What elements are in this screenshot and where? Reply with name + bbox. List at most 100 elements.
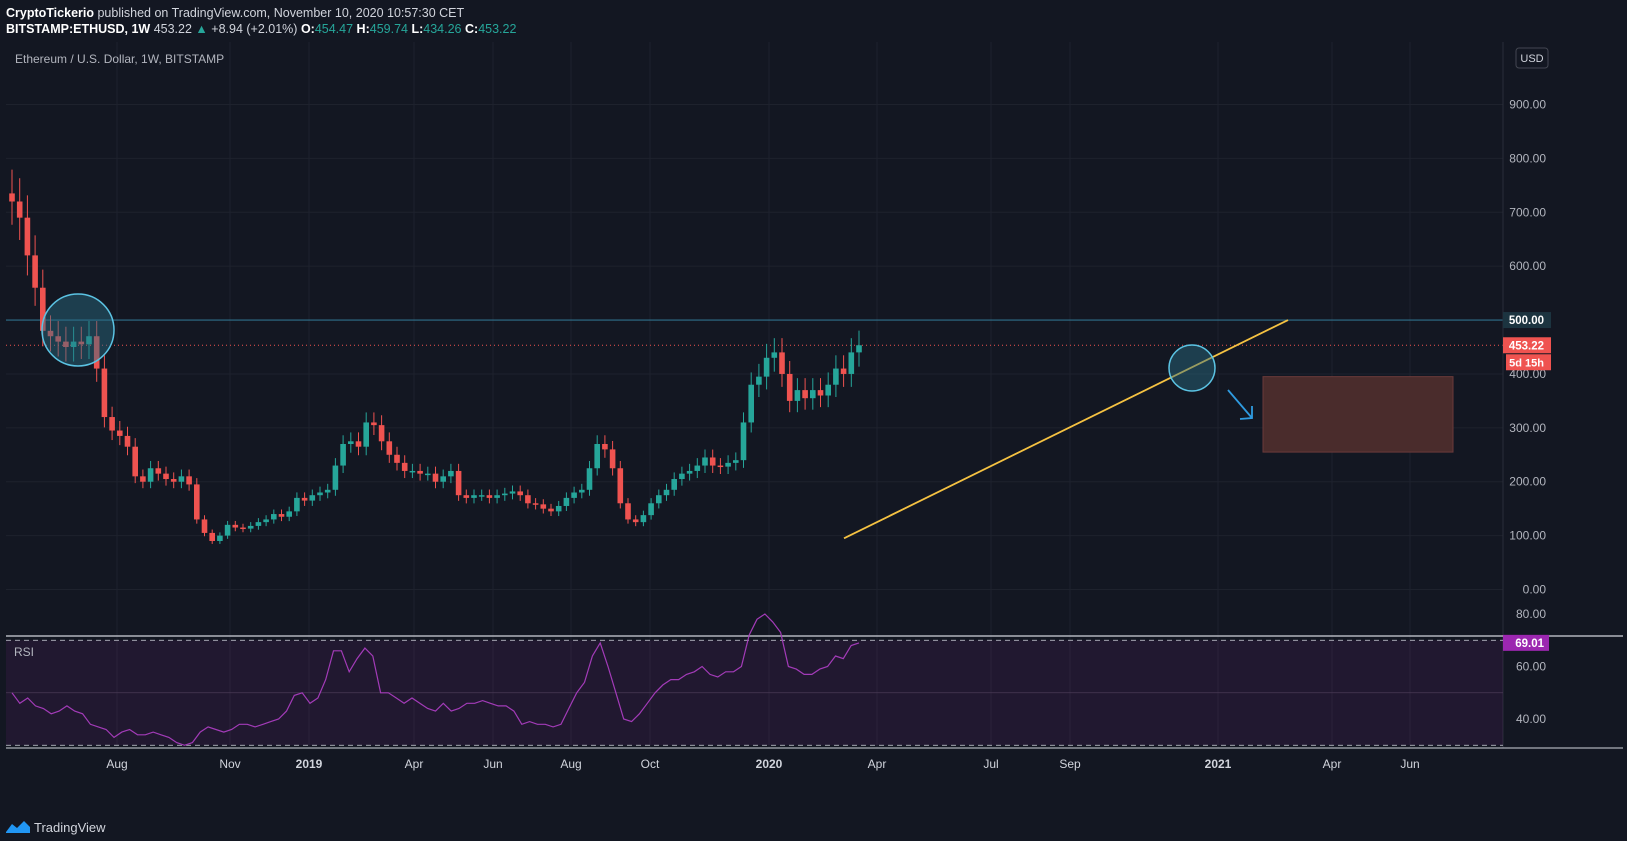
trendline[interactable] — [843, 319, 1289, 540]
candle-body — [32, 255, 38, 288]
candle-body — [255, 522, 262, 526]
candle-body — [194, 484, 200, 520]
candle-body — [679, 473, 685, 480]
target-zone-box — [1262, 376, 1454, 453]
candle-body — [786, 373, 793, 401]
high-value: 459.74 — [369, 22, 408, 36]
candle-body — [548, 508, 554, 512]
price-tick-label: 700.00 — [1509, 205, 1546, 219]
rsi-axis[interactable]: 40.00 60.00 80.00 — [1516, 607, 1546, 726]
footer-brand[interactable]: TradingView — [34, 820, 106, 835]
candle-body — [363, 422, 369, 447]
candle-body — [109, 417, 115, 431]
candle-body — [602, 444, 608, 450]
candle-body — [224, 524, 231, 536]
candle-body — [617, 468, 624, 504]
price-tick-label: 900.00 — [1509, 98, 1546, 112]
highlight-circle-2018[interactable] — [41, 293, 115, 367]
last-price-text: 453.22 — [1509, 340, 1544, 352]
candle-body — [117, 430, 123, 436]
open-label: O: — [300, 22, 315, 36]
candle-body — [825, 384, 831, 396]
candle-body — [555, 505, 562, 512]
close-label: C: — [465, 22, 479, 36]
candle-body — [502, 493, 508, 496]
candle-body — [263, 519, 269, 523]
close-value: 453.22 — [478, 22, 517, 36]
time-axis[interactable]: Aug Nov 2019 Apr Jun Aug Oct 2020 Apr Jul Sep 2021 A… — [106, 757, 1419, 771]
time-tick-label: Aug — [560, 757, 581, 771]
candle-body — [9, 193, 15, 202]
candle-body — [147, 468, 154, 482]
candle-body — [70, 341, 77, 347]
last-price-badge: 453.22 5d 15h — [1503, 337, 1551, 371]
time-tick-label: Sep — [1059, 757, 1081, 771]
rsi-tick-label: 40.00 — [1516, 712, 1546, 726]
time-tick-label: 2019 — [296, 757, 323, 771]
candle-body — [817, 390, 824, 396]
candle-body — [124, 435, 131, 447]
publisher-name[interactable]: CryptoTickerio — [6, 6, 94, 20]
level-price-text: 500.00 — [1509, 315, 1544, 327]
highlight-circle-2020[interactable] — [1168, 344, 1216, 392]
candle-body — [301, 497, 308, 501]
candle-body — [55, 336, 61, 342]
time-tick-label: Nov — [219, 757, 240, 771]
down-arrow-icon[interactable] — [1227, 389, 1253, 420]
candle-body — [725, 462, 731, 467]
candle-body — [271, 514, 277, 520]
candle-body — [532, 503, 539, 505]
candles — [9, 169, 862, 544]
candle-body — [371, 422, 377, 426]
change-up-icon: ▲ — [195, 22, 208, 36]
candle-body — [586, 468, 593, 490]
time-tick-label: Aug — [106, 757, 127, 771]
candle-body — [640, 515, 647, 523]
time-tick-label: 2020 — [756, 757, 783, 771]
open-value: 454.47 — [314, 22, 354, 36]
candle-body — [671, 479, 677, 490]
candle-body — [332, 465, 339, 490]
candle-body — [101, 368, 108, 418]
candle-body — [286, 511, 292, 517]
published-text: published on TradingView.com, November 1… — [97, 6, 465, 20]
candle-body — [217, 535, 223, 541]
tradingview-logo-icon — [6, 821, 30, 833]
candle-body — [656, 495, 662, 504]
price-tick-label: 400.00 — [1509, 367, 1546, 381]
candle-body — [848, 352, 855, 374]
chart-area[interactable]: Ethereum / U.S. Dollar, 1W, BITSTAMP 0.0… — [6, 42, 1623, 813]
candle-body — [201, 519, 208, 533]
candle-body — [247, 525, 254, 529]
time-tick-label: Apr — [1323, 757, 1342, 771]
rsi-value-text: 69.01 — [1515, 638, 1544, 650]
candle-body — [448, 470, 454, 477]
candle-body — [386, 441, 393, 455]
candle-body — [93, 336, 100, 369]
candle-body — [417, 470, 423, 474]
time-tick-label: Jun — [1400, 757, 1419, 771]
candle-body — [779, 352, 785, 374]
time-tick-label: Jun — [483, 757, 502, 771]
candle-body — [132, 446, 138, 477]
price-tick-label: 0.00 — [1523, 583, 1547, 597]
candle-body — [40, 287, 46, 331]
price-chart-svg[interactable]: Ethereum / U.S. Dollar, 1W, BITSTAMP 0.0… — [6, 42, 1623, 813]
candle-body — [471, 495, 477, 498]
candle-body — [856, 345, 862, 353]
candle-body — [540, 504, 547, 509]
candle-body — [632, 519, 639, 523]
rsi-tick-label: 80.00 — [1516, 607, 1546, 621]
publish-header: CryptoTickerio published on TradingView.… — [0, 0, 1627, 42]
candle-body — [170, 479, 177, 482]
publish-line: CryptoTickerio published on TradingView.… — [6, 6, 464, 20]
candle-body — [509, 491, 516, 494]
candle-body — [324, 489, 331, 493]
candle-body — [409, 470, 416, 473]
ohlc-line: BITSTAMP:ETHUSD, 1W 453.22 ▲ +8.94 (+2.0… — [6, 22, 516, 36]
candle-body — [833, 368, 839, 385]
candle-body — [517, 491, 523, 496]
candle-body — [463, 495, 470, 498]
currency-button[interactable] — [1515, 47, 1549, 69]
level-price-badge: 500.00 — [1503, 312, 1551, 329]
